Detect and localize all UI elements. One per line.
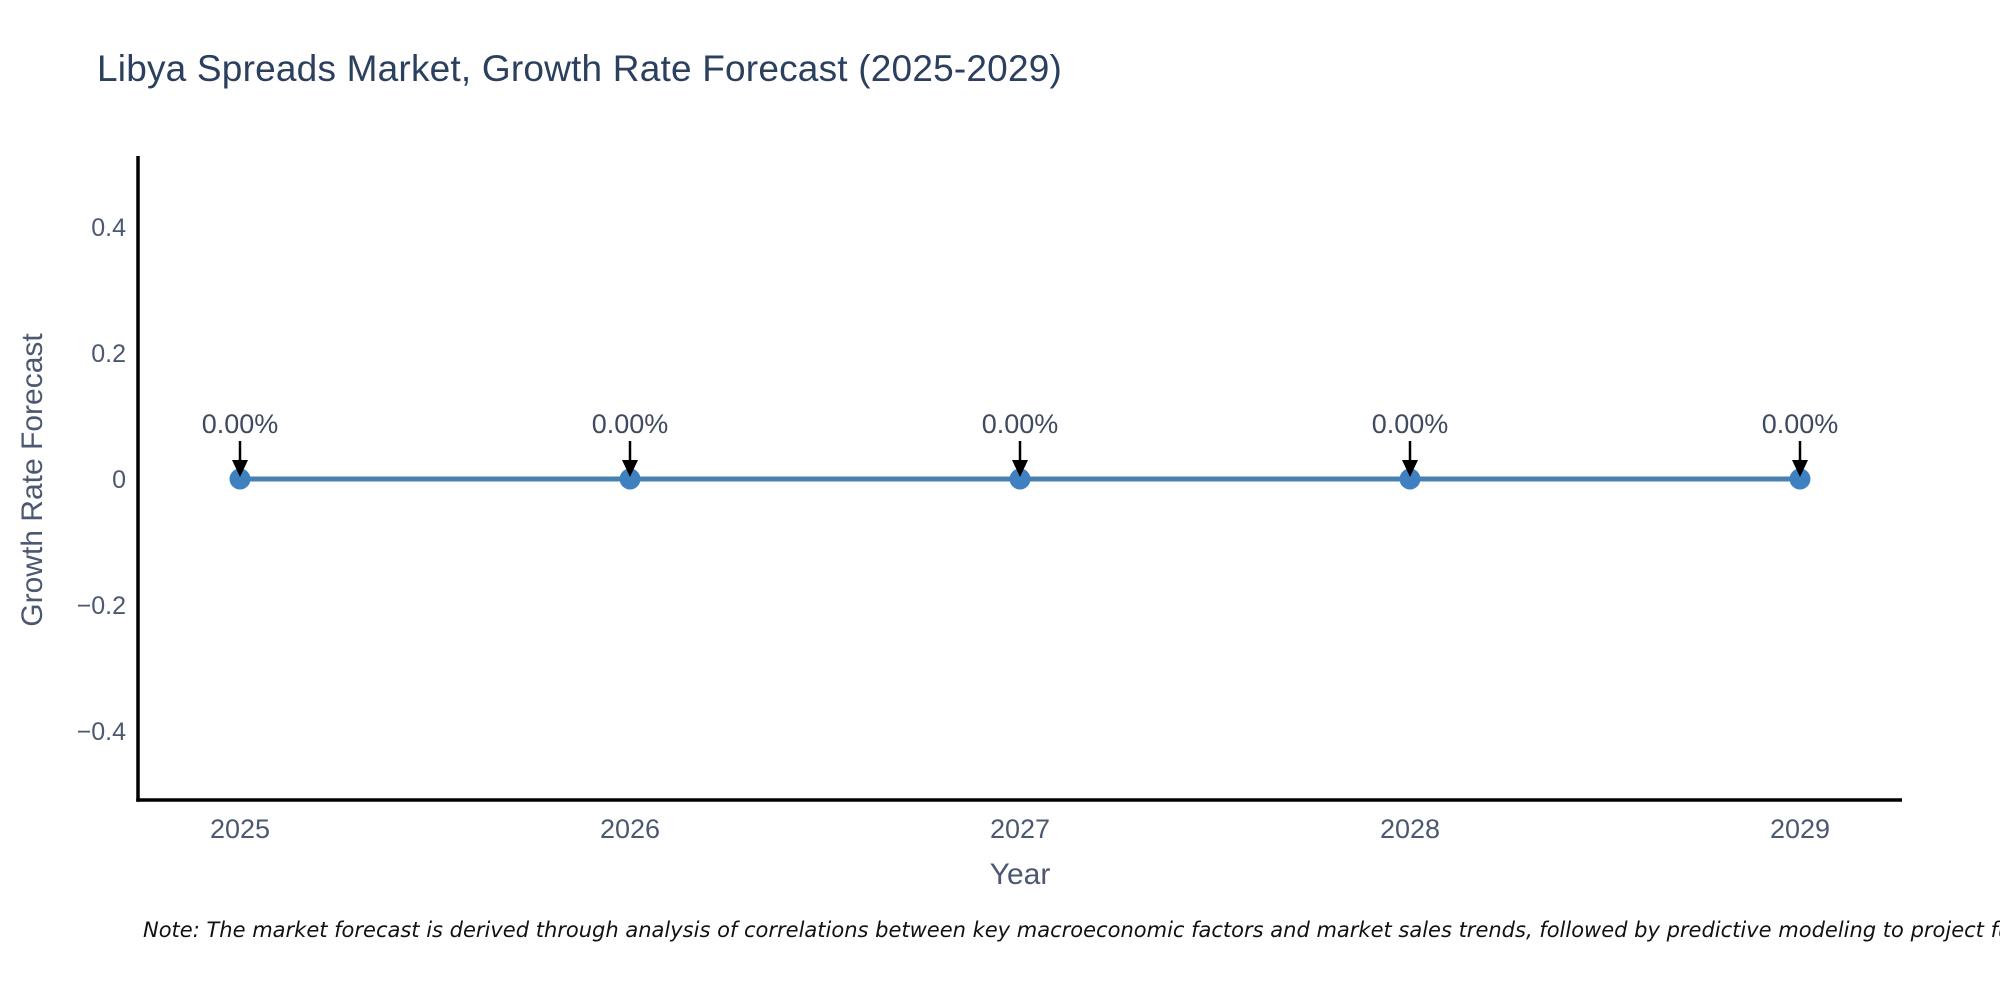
data-point-marker xyxy=(1399,468,1421,490)
x-tick-label: 2028 xyxy=(1380,814,1440,844)
data-point-label: 0.00% xyxy=(982,409,1059,439)
x-tick-label: 2025 xyxy=(210,814,270,844)
x-tick-label: 2026 xyxy=(600,814,660,844)
x-tick-label: 2029 xyxy=(1770,814,1830,844)
data-point-label: 0.00% xyxy=(1372,409,1449,439)
chart-title: Libya Spreads Market, Growth Rate Foreca… xyxy=(97,48,1063,89)
x-axis-title: Year xyxy=(989,858,1051,891)
data-point-label: 0.00% xyxy=(1762,409,1839,439)
y-tick-label: −0.2 xyxy=(77,592,126,620)
footnote: Note: The market forecast is derived thr… xyxy=(143,918,2000,942)
annotation-arrow-head xyxy=(1012,460,1028,477)
x-tick-label: 2027 xyxy=(990,814,1050,844)
annotation-arrow-head xyxy=(1402,460,1418,477)
annotation-arrow-head xyxy=(232,460,248,477)
data-point-marker xyxy=(229,468,251,490)
data-point-marker xyxy=(1789,468,1811,490)
data-point-label: 0.00% xyxy=(202,409,279,439)
y-tick-label: −0.4 xyxy=(77,718,126,746)
annotation-arrow-head xyxy=(622,460,638,477)
y-tick-label: 0 xyxy=(112,466,126,494)
data-point-marker xyxy=(619,468,641,490)
annotation-arrow-head xyxy=(1792,460,1808,477)
y-tick-label: 0.4 xyxy=(91,214,126,242)
data-point-marker xyxy=(1009,468,1031,490)
data-point-label: 0.00% xyxy=(592,409,669,439)
y-tick-label: 0.2 xyxy=(91,340,126,368)
